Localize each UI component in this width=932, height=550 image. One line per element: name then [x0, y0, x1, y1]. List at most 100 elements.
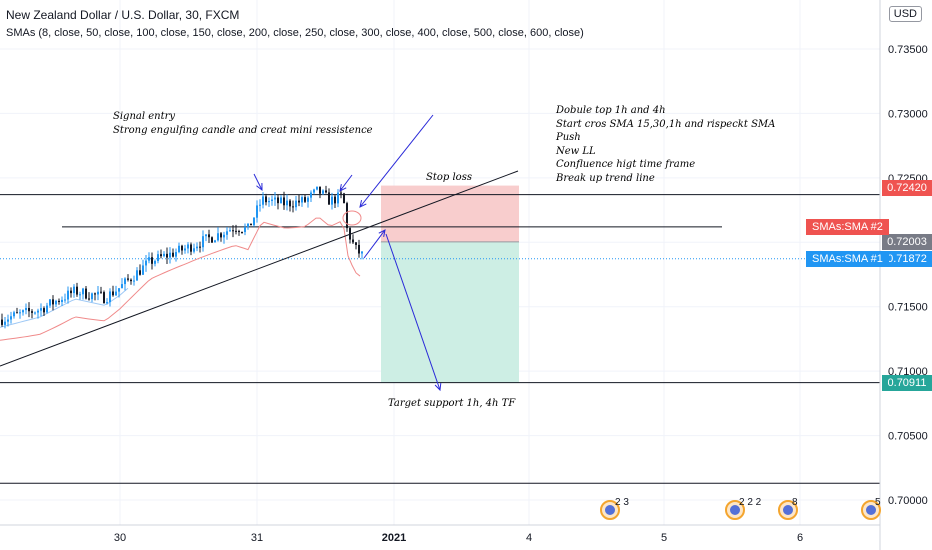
signal-line-1: Signal entry	[113, 111, 176, 122]
candle-body	[331, 196, 333, 205]
event-flag-icon[interactable]	[722, 500, 748, 520]
signal-line-2: Strong engulfing candle and creat mini r…	[113, 124, 373, 136]
candle-body	[94, 293, 96, 295]
candle-body	[118, 288, 120, 292]
event-flag-icon[interactable]	[597, 500, 623, 520]
reason-4: New LL	[556, 145, 596, 157]
candle-body	[7, 319, 9, 322]
event-count-1: 2 3	[615, 497, 629, 508]
top-circle-marker	[342, 210, 362, 226]
candle-body	[274, 197, 276, 200]
candle-body	[175, 252, 177, 257]
candle-body	[178, 245, 180, 253]
candle-body	[103, 292, 105, 304]
candle-body	[148, 257, 150, 261]
stop-loss-zone[interactable]	[381, 185, 519, 242]
sma-1-label[interactable]: SMAs:SMA #1	[806, 250, 889, 267]
sma-1-line	[0, 287, 129, 328]
sma-2-label[interactable]: SMAs:SMA #2	[806, 218, 889, 235]
sma-2-line	[0, 217, 361, 341]
candle-body	[4, 321, 6, 325]
candle-body	[304, 197, 306, 202]
candle-body	[187, 244, 189, 249]
event-count-4: 5	[875, 497, 881, 508]
candle-body	[358, 244, 360, 254]
candle-body	[46, 305, 48, 313]
candlesticks	[1, 185, 363, 329]
signal-annotation: Signal entry Strong engulfing candle and…	[113, 110, 373, 137]
candle-body	[256, 205, 258, 218]
candle-body	[157, 254, 159, 261]
candle-body	[22, 310, 24, 313]
candle-body	[340, 192, 342, 194]
target-profit-zone[interactable]	[381, 241, 519, 383]
candle-body	[220, 233, 222, 238]
indicator-legend[interactable]: SMAs (8, close, 50, close, 100, close, 1…	[6, 27, 584, 39]
candle-body	[307, 197, 309, 202]
candle-body	[115, 291, 117, 296]
candle-body	[64, 299, 66, 301]
time-tick-label: 4	[526, 532, 532, 544]
arrow-signal-right-head	[339, 184, 347, 192]
price-tick-label: 0.71500	[888, 302, 928, 314]
candle-body	[355, 242, 357, 245]
candle-body	[250, 223, 252, 226]
candle-body	[37, 310, 39, 313]
candle-body	[184, 248, 186, 251]
price-axis[interactable]: 0.735000.730000.725000.720000.715000.710…	[888, 44, 928, 507]
arrow-reasons	[359, 114, 434, 208]
event-flag-icon[interactable]	[775, 500, 801, 520]
time-axis[interactable]: 30 31 2021 4 5 6	[0, 524, 880, 544]
candle-body	[97, 291, 99, 295]
candle-body	[325, 190, 327, 193]
candle-body	[223, 234, 225, 238]
arrow-push-up	[363, 229, 386, 259]
horizontal-levels	[0, 194, 880, 484]
event-flag-icon[interactable]	[858, 500, 884, 520]
candle-body	[247, 223, 249, 228]
price-tick-label: 0.70000	[888, 495, 928, 507]
candle-body	[277, 197, 279, 204]
candle-body	[295, 200, 297, 208]
candle-body	[214, 240, 216, 243]
candle-body	[202, 236, 204, 248]
candle-body	[301, 197, 303, 203]
candle-body	[1, 319, 3, 325]
candle-body	[106, 302, 108, 304]
reason-3: Push	[556, 132, 581, 143]
trend-line[interactable]	[0, 170, 519, 367]
arrow-signal-right	[339, 174, 353, 192]
candle-body	[235, 230, 237, 232]
candle-body	[226, 231, 228, 235]
event-count-3: 8	[792, 497, 798, 508]
currency-button[interactable]: USD	[888, 6, 922, 22]
candle-body	[211, 237, 213, 243]
candle-body	[121, 284, 123, 289]
time-tick-label: 5	[661, 532, 667, 544]
event-count-2: 2 2 2	[739, 497, 762, 508]
candle-body	[49, 299, 51, 306]
candle-body	[217, 233, 219, 241]
price-tag-stop: 0.72420	[882, 180, 932, 197]
candle-body	[112, 291, 114, 296]
candle-body	[199, 246, 201, 248]
candle-body	[151, 257, 153, 264]
time-tick-label: 30	[114, 532, 126, 544]
candle-body	[268, 200, 270, 203]
candle-body	[265, 196, 267, 203]
candle-body	[190, 244, 192, 252]
candle-body	[244, 227, 246, 233]
candle-body	[298, 200, 300, 203]
candle-body	[25, 307, 27, 311]
candle-body	[169, 252, 171, 258]
candle-body	[319, 186, 321, 194]
candle-body	[196, 246, 198, 249]
reason-1: Dobule top 1h and 4h	[556, 105, 666, 116]
time-tick-label: 2021	[382, 532, 406, 544]
candle-body	[259, 204, 261, 206]
symbol-title: New Zealand Dollar / U.S. Dollar, 30, FX…	[6, 8, 240, 22]
reason-5: Confluence higt time frame	[556, 159, 696, 170]
price-tag-last: 0.72003	[882, 233, 932, 250]
candle-body	[352, 239, 354, 243]
